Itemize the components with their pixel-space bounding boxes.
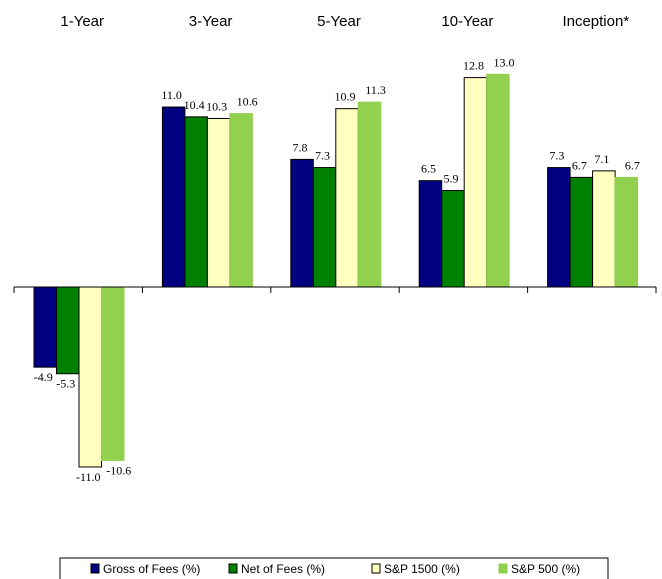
data-label: 5.9: [443, 171, 458, 185]
bar: [614, 176, 639, 288]
legend-swatch: [90, 563, 100, 574]
data-label: 6.7: [625, 158, 640, 172]
bar: [101, 286, 125, 461]
data-label: -4.9: [34, 370, 53, 384]
bar: [161, 106, 186, 288]
bar: [290, 158, 314, 288]
bar: [547, 167, 571, 288]
bar: [56, 286, 80, 375]
bar: [418, 180, 443, 288]
x-axis: [13, 286, 657, 293]
data-label: 7.3: [315, 149, 330, 163]
data-label: 10.9: [335, 90, 356, 104]
category-label: 1-Year: [60, 13, 104, 30]
legend-label: Gross of Fees (%): [103, 562, 200, 576]
data-label: 12.8: [463, 59, 484, 73]
legend-label: S&P 1500 (%): [384, 562, 460, 576]
bar: [463, 77, 488, 288]
bar: [312, 167, 337, 288]
legend-label: Net of Fees (%): [241, 562, 325, 576]
bar: [78, 286, 102, 468]
bar: [229, 113, 253, 288]
bar: [335, 108, 359, 288]
data-label: 10.6: [237, 95, 258, 109]
data-label: 7.1: [594, 152, 609, 166]
value-labels: -4.9 -5.3 -11.0 -10.6 11.010.4 10.3 10.6 7.8 7.3…: [34, 55, 640, 484]
legend: Gross of Fees (%) Net of Fees (%) S&P 1500…: [59, 557, 609, 579]
data-label: -11.0: [76, 470, 101, 484]
data-label: 7.3: [549, 149, 564, 163]
bar: [486, 73, 510, 288]
data-label: 11.3: [365, 83, 386, 97]
bar: [569, 176, 594, 288]
legend-swatch: [498, 563, 508, 574]
bar: [357, 101, 382, 288]
bar: [441, 189, 465, 288]
legend-swatch: [228, 563, 238, 574]
data-label: 6.7: [572, 158, 587, 172]
data-label: 13.0: [493, 55, 514, 69]
bar: [184, 116, 208, 288]
category-label: 5-Year: [317, 13, 361, 30]
bar: [33, 286, 57, 368]
bar: [592, 170, 616, 288]
data-label: 7.8: [293, 140, 308, 154]
data-label: 10.3: [206, 99, 227, 113]
legend-label: S&P 500 (%): [511, 562, 580, 576]
category-label: 3-Year: [189, 13, 233, 30]
category-label: Inception*: [562, 13, 629, 30]
bar: [206, 117, 231, 288]
data-label: 11.0: [161, 88, 182, 102]
data-label: -10.6: [106, 463, 131, 477]
bars: [33, 73, 639, 468]
category-labels: 1-Year 3-Year 5-Year 10-Year Inception*: [60, 13, 629, 30]
category-label: 10-Year: [441, 13, 493, 30]
legend-swatch: [371, 563, 381, 574]
data-label: 10.4: [184, 98, 205, 112]
legend-box: [59, 557, 609, 579]
data-label: 6.5: [421, 162, 436, 176]
data-label: -5.3: [56, 377, 75, 391]
